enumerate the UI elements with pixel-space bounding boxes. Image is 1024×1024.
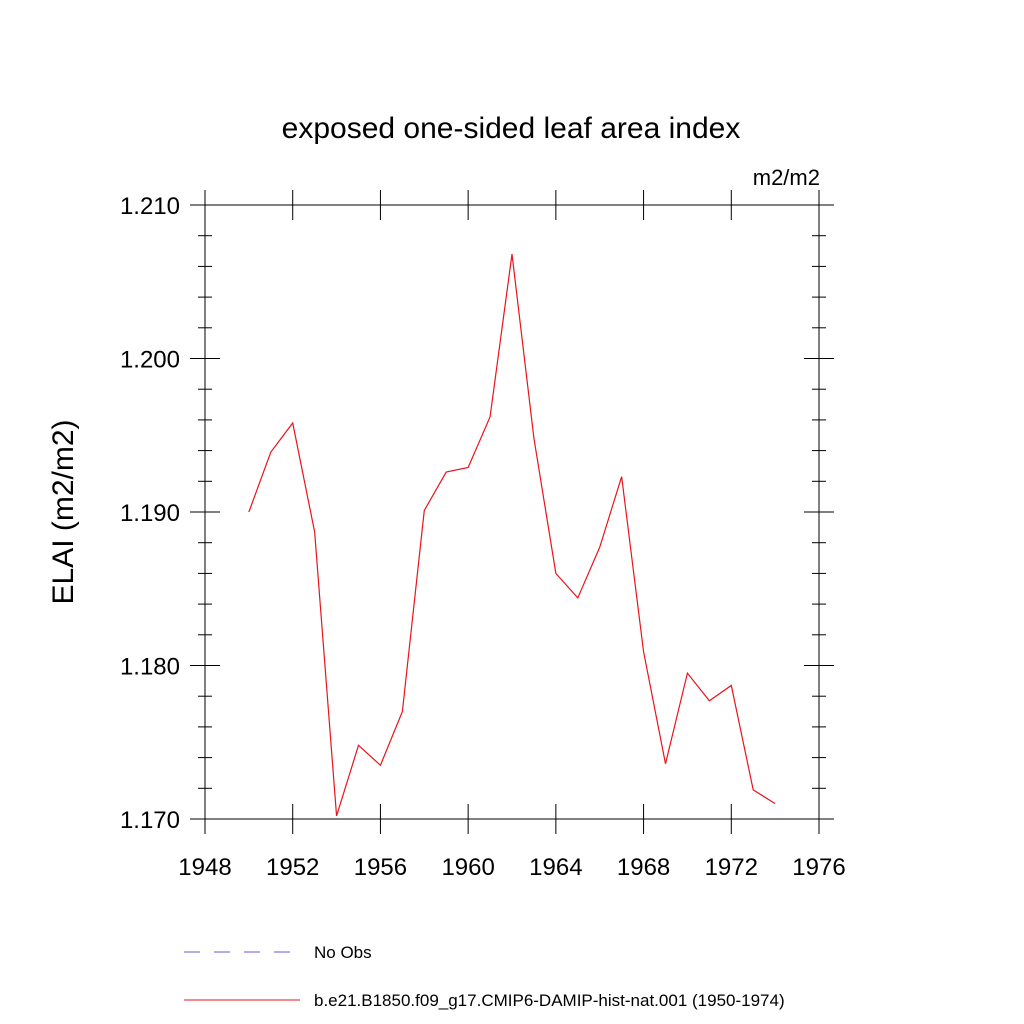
legend: No Obs b.e21.B1850.f09_g17.CMIP6-DAMIP-hi… [184, 943, 785, 1010]
plot-frame [204, 204, 820, 820]
x-tick-label: 1948 [178, 854, 231, 881]
x-tick-label: 1952 [266, 854, 319, 881]
axis-ticks [190, 190, 834, 834]
x-tick-label: 1956 [354, 854, 407, 881]
series-line [248, 254, 776, 817]
tick-labels: 1948 1952 1956 1960 1964 1968 1972 1976 1.170 1.1… [120, 193, 846, 881]
legend-label: b.e21.B1850.f09_g17.CMIP6-DAMIP-hist-nat… [314, 991, 785, 1010]
x-tick-label: 1964 [529, 854, 582, 881]
y-tick-label: 1.180 [120, 654, 180, 681]
x-tick-label: 1960 [441, 854, 494, 881]
chart-title: exposed one-sided leaf area index [282, 112, 741, 145]
y-tick-label: 1.200 [120, 347, 180, 374]
y-tick-label: 1.190 [120, 500, 180, 527]
x-tick-label: 1976 [792, 854, 845, 881]
x-tick-label: 1968 [617, 854, 670, 881]
y-tick-label: 1.170 [120, 807, 180, 834]
y-axis-label: ELAI (m2/m2) [47, 419, 80, 604]
units-label: m2/m2 [753, 165, 820, 190]
legend-label: No Obs [314, 943, 372, 962]
x-tick-label: 1972 [705, 854, 758, 881]
y-tick-label: 1.210 [120, 193, 180, 220]
series-group [248, 254, 776, 817]
